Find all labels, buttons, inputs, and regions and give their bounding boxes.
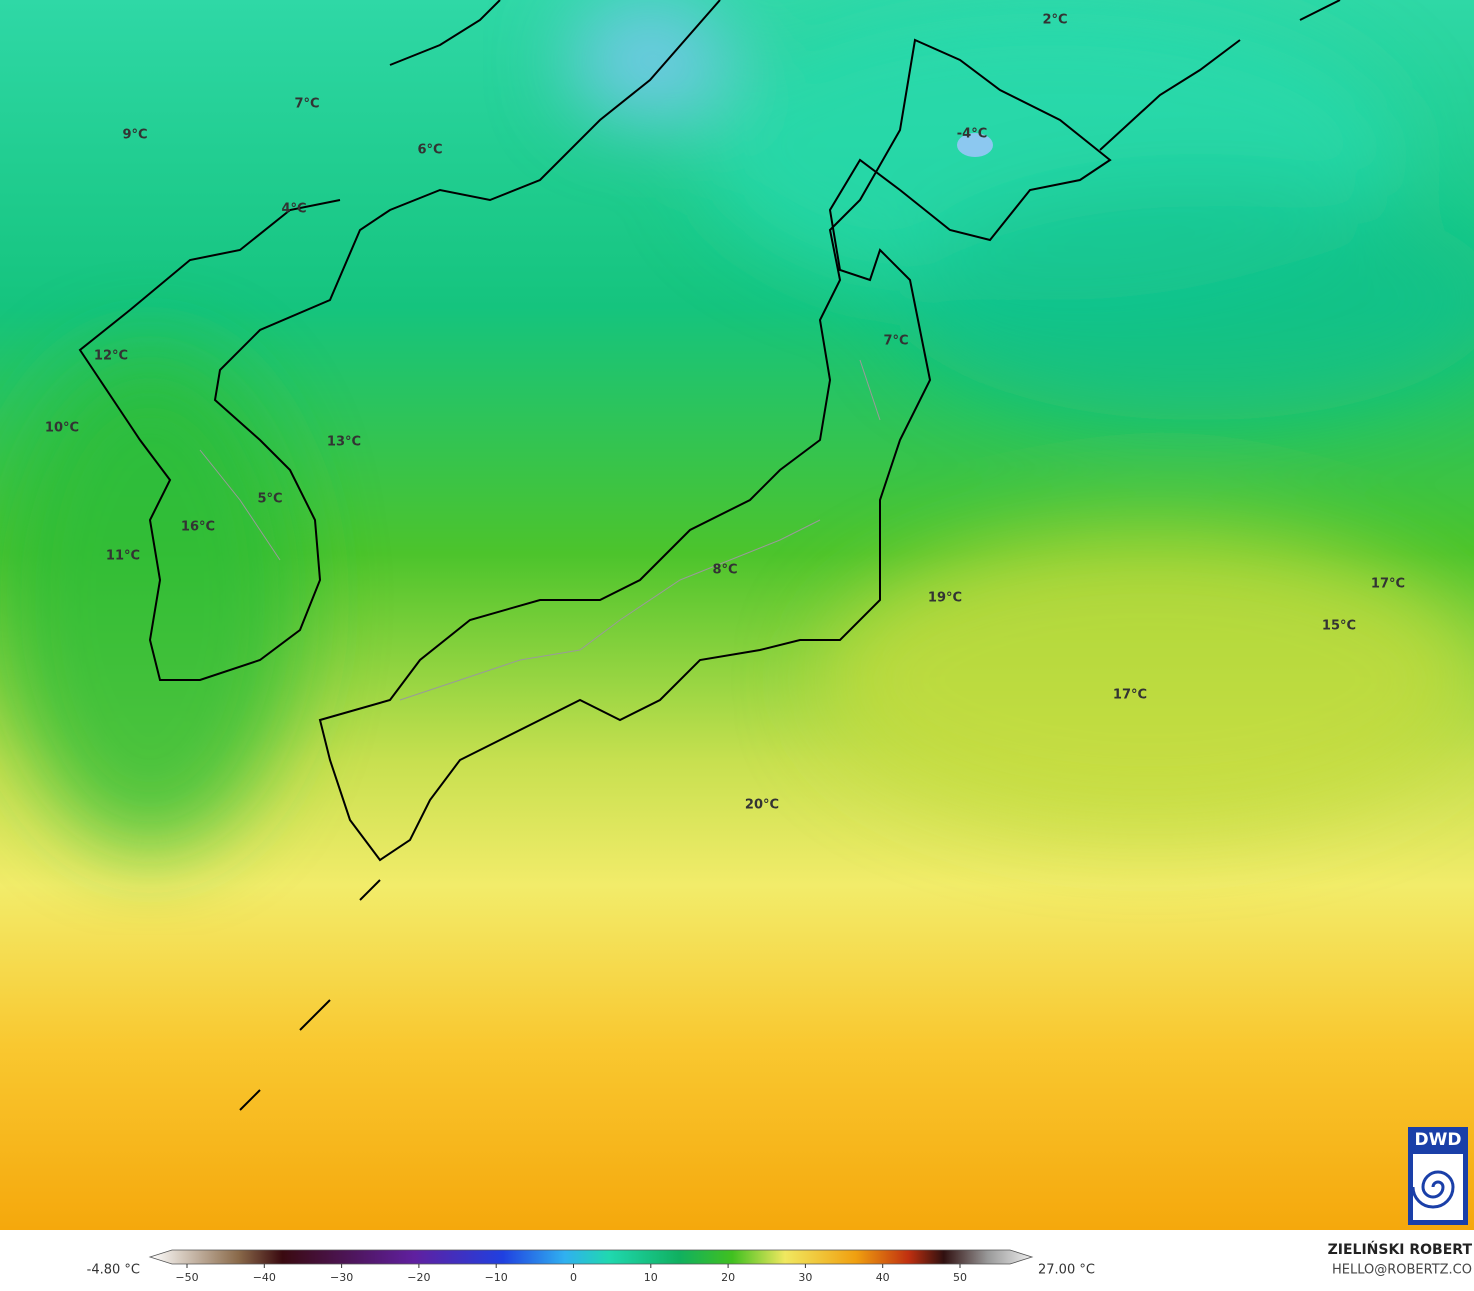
- colorbar-tick-label: 20: [721, 1271, 735, 1284]
- temp-label: 17°C: [1113, 688, 1147, 703]
- temp-label: 5°C: [257, 492, 282, 507]
- colorbar-tick-label: −30: [330, 1271, 353, 1284]
- temp-label: 11°C: [106, 549, 140, 564]
- temp-label: 7°C: [294, 97, 319, 112]
- temp-label: 4°C: [281, 202, 306, 217]
- temp-label: 2°C: [1042, 13, 1067, 28]
- temp-label: 7°C: [883, 334, 908, 349]
- temp-label: 15°C: [1322, 619, 1356, 634]
- temp-label: 19°C: [928, 591, 962, 606]
- temp-label: 16°C: [181, 520, 215, 535]
- colorbar-tick-label: 30: [798, 1271, 812, 1284]
- colorbar-min: -4.80 °C: [87, 1263, 140, 1278]
- colorbar-tick-label: −50: [175, 1271, 198, 1284]
- map: 2°C 7°C 9°C -4°C 6°C 4°C 12°C 7°C 10°C 13°C 5°C 16°…: [0, 0, 1474, 1230]
- temp-label: 6°C: [417, 143, 442, 158]
- temp-label: 8°C: [712, 563, 737, 578]
- colorbar: [148, 1249, 1034, 1265]
- temp-label: 20°C: [745, 798, 779, 813]
- colorbar-tick-label: 50: [953, 1271, 967, 1284]
- temp-label: 12°C: [94, 349, 128, 364]
- colorbar-tick-label: 40: [876, 1271, 890, 1284]
- colorbar-max: 27.00 °C: [1038, 1263, 1095, 1278]
- colorbar-tick-label: −40: [253, 1271, 276, 1284]
- temp-label: 17°C: [1371, 577, 1405, 592]
- temp-label: 13°C: [327, 435, 361, 450]
- colorbar-tick-label: −10: [485, 1271, 508, 1284]
- temp-label: 9°C: [122, 128, 147, 143]
- temp-label: -4°C: [957, 127, 987, 142]
- colorbar-tick-label: −20: [407, 1271, 430, 1284]
- temp-label: 10°C: [45, 421, 79, 436]
- logo-text: DWD: [1415, 1130, 1462, 1150]
- email: HELLO@ROBERTZ.CO: [1332, 1263, 1472, 1278]
- colorbar-tick-label: 0: [570, 1271, 577, 1284]
- colorbar-tick-label: 10: [644, 1271, 658, 1284]
- author: ZIELIŃSKI ROBERT: [1328, 1240, 1473, 1258]
- logo: DWD: [1408, 1127, 1468, 1225]
